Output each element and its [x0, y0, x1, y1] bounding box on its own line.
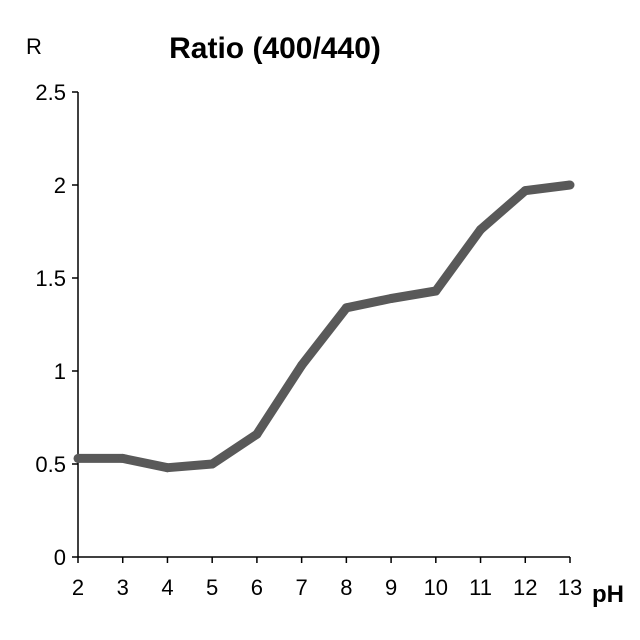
- y-tick-label: 1: [54, 359, 66, 384]
- y-tick-label: 2.5: [35, 80, 66, 105]
- data-point: [566, 181, 575, 190]
- data-point: [118, 454, 127, 463]
- x-tick-label: 4: [161, 575, 173, 600]
- data-point: [74, 454, 83, 463]
- x-tick-label: 3: [117, 575, 129, 600]
- data-point: [431, 287, 440, 296]
- x-tick-label: 5: [206, 575, 218, 600]
- x-axis-label: pH: [592, 581, 624, 608]
- data-point: [297, 361, 306, 370]
- x-tick-label: 8: [340, 575, 352, 600]
- x-tick-label: 13: [558, 575, 582, 600]
- y-tick-group: 0 0.5 1 1.5 2 2.5: [35, 80, 78, 570]
- data-point: [163, 463, 172, 472]
- x-tick-label: 7: [296, 575, 308, 600]
- chart-title: Ratio (400/440): [169, 32, 381, 65]
- series-layer: [74, 181, 575, 473]
- x-tick-group: 2 3 4 5 6 7 8 9 10 11 12 13: [72, 557, 582, 600]
- y-tick-label: 2: [54, 173, 66, 198]
- x-tick-label: 2: [72, 575, 84, 600]
- series-line: [78, 185, 570, 468]
- x-tick-label: 10: [424, 575, 448, 600]
- data-point: [387, 294, 396, 303]
- x-tick-label: 6: [251, 575, 263, 600]
- data-point: [521, 186, 530, 195]
- x-tick-label: 12: [513, 575, 537, 600]
- data-point: [252, 430, 261, 439]
- y-tick-label: 0: [54, 545, 66, 570]
- data-point: [342, 303, 351, 312]
- y-tick-label: 0.5: [35, 452, 66, 477]
- x-tick-label: 9: [385, 575, 397, 600]
- data-point: [208, 460, 217, 469]
- data-point: [476, 225, 485, 234]
- x-tick-label: 11: [469, 575, 492, 600]
- y-tick-label: 1.5: [35, 266, 66, 291]
- y-axis-label: R: [26, 34, 42, 59]
